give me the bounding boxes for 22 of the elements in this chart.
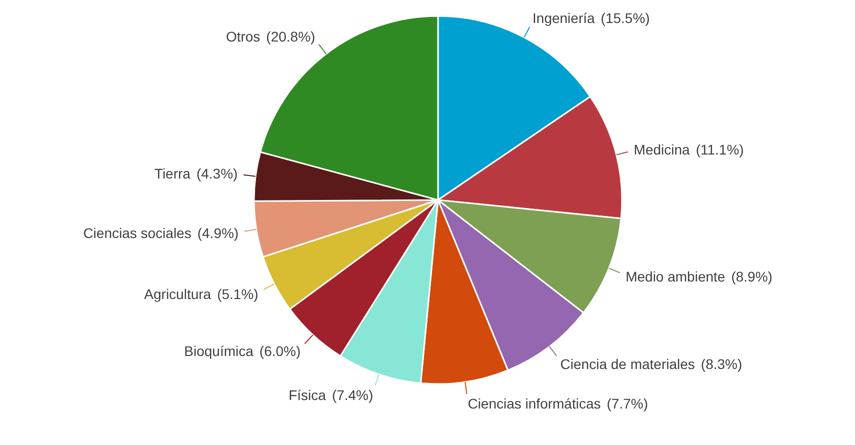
data-label: (11.1%) — [696, 141, 744, 158]
slice-label: Medicina — [634, 141, 690, 158]
data-label: (6.0%) — [259, 342, 301, 359]
data-label: (4.9%) — [197, 224, 239, 241]
slice-label: Agricultura — [144, 286, 212, 302]
data-label: (8.9%) — [731, 268, 772, 284]
slice-label: Ciencias sociales — [83, 224, 192, 241]
data-label: (8.3%) — [700, 356, 742, 372]
data-label: (4.3%) — [196, 165, 238, 182]
data-label: (7.4%) — [332, 387, 374, 403]
slice-label: Ingeniería — [532, 10, 596, 26]
slice-label: Física — [288, 387, 326, 403]
slice-label: Ciencias informáticas — [468, 396, 601, 412]
slice-label: Ciencia de materiales — [560, 356, 695, 372]
slice-label: Medio ambiente — [626, 268, 726, 284]
data-label: (7.7%) — [606, 396, 648, 412]
data-label: (20.8%) — [266, 28, 316, 44]
data-label: (15.5%) — [600, 10, 650, 26]
slice-label: Otros — [226, 28, 260, 44]
data-label: (5.1%) — [217, 286, 258, 302]
slice-label: Tierra — [154, 165, 191, 182]
slice-label: Bioquímica — [184, 342, 254, 359]
